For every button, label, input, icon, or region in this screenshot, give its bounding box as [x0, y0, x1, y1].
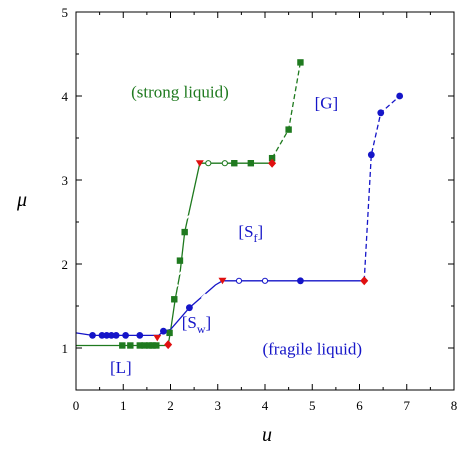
data-point-square	[176, 257, 184, 264]
data-point-circle	[108, 332, 115, 339]
y-tick-label: 5	[62, 5, 69, 20]
data-point-open-circle	[205, 160, 212, 167]
series-line-blue	[75, 280, 365, 337]
y-tick-label: 1	[62, 341, 69, 356]
region-label-G: [G]	[315, 94, 339, 113]
plot-frame	[75, 11, 455, 391]
y-tick-label: 3	[62, 173, 69, 188]
data-point-square	[146, 342, 153, 349]
axes-layer: 0 1 2 3 4 5 6 7 8 1 2 3 4 5	[62, 5, 458, 413]
data-point-square	[141, 342, 148, 349]
x-tick-label: 7	[404, 398, 411, 413]
data-point-tick	[178, 269, 184, 275]
data-point-square	[247, 160, 255, 167]
data-point-triangle	[153, 334, 162, 342]
series-line-green	[76, 162, 273, 347]
data-point-square	[136, 342, 143, 349]
data-point-circle	[377, 109, 385, 117]
series-dashed-line-blue	[363, 95, 401, 281]
data-point-open-circle	[261, 277, 269, 284]
data-point-triangle	[218, 277, 227, 285]
data-point-circle	[112, 332, 120, 339]
data-point-square	[181, 228, 188, 236]
data-point-circle	[122, 332, 130, 339]
data-point-circle	[160, 327, 167, 335]
data-point-circle	[89, 332, 96, 339]
data-point-circle	[396, 92, 404, 100]
data-point-tick	[201, 293, 207, 299]
data-point-square	[285, 126, 292, 133]
marker-layer	[89, 59, 404, 350]
data-point-circle	[103, 332, 111, 339]
x-tick-label: 0	[73, 398, 80, 413]
y-tick-label: 2	[62, 257, 69, 272]
data-point-square	[153, 342, 160, 349]
x-tick-label: 4	[262, 398, 269, 413]
x-tick-label: 6	[356, 398, 363, 413]
y-axis-label: μ	[16, 189, 27, 211]
x-tick-label: 8	[451, 398, 458, 413]
data-point-diamond	[360, 276, 369, 286]
data-point-square	[231, 160, 238, 167]
data-point-square	[297, 59, 304, 66]
region-label-strong: (strong liquid)	[131, 83, 229, 102]
data-point-open-circle	[235, 277, 243, 284]
data-point-square	[166, 329, 173, 337]
data-point-circle	[98, 332, 106, 339]
data-point-square	[149, 342, 156, 349]
data-point-circle	[186, 304, 193, 312]
x-tick-label: 2	[167, 398, 174, 413]
data-point-open-circle	[221, 160, 228, 167]
data-point-diamond	[268, 158, 277, 168]
region-label-Sf: [Sf]	[238, 222, 263, 245]
y-tick-label: 4	[62, 89, 69, 104]
x-tick-label: 1	[120, 398, 127, 413]
data-point-circle	[367, 151, 375, 159]
data-point-diamond	[164, 340, 173, 350]
data-point-circle	[136, 332, 144, 339]
x-tick-label: 3	[215, 398, 222, 413]
region-label-L: [L]	[110, 358, 132, 377]
data-point-square	[268, 154, 276, 162]
data-point-tick	[173, 284, 179, 290]
region-label-Sw: [Sw]	[182, 313, 211, 336]
data-point-tick	[184, 215, 190, 221]
data-point-square	[127, 342, 134, 349]
series-layer	[75, 62, 401, 347]
series-dashed-line-green	[271, 62, 302, 159]
data-point-square	[119, 342, 126, 349]
region-label-fragile: (fragile liquid)	[262, 340, 362, 359]
x-tick-label: 5	[309, 398, 316, 413]
data-point-square	[171, 296, 178, 303]
x-axis-label: u	[262, 424, 272, 446]
data-point-circle	[297, 277, 304, 285]
annotation-layer: (strong liquid) [G] [Sf] [Sw] (fragile liqui…	[110, 83, 362, 378]
data-point-triangle	[195, 160, 204, 167]
